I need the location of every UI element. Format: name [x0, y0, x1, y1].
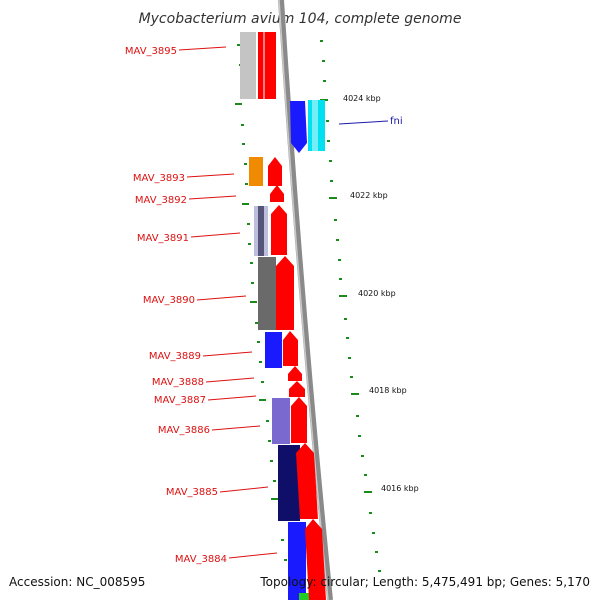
gene-arrow-mav-3895	[258, 32, 276, 99]
gene-block-fni-cyan	[308, 100, 325, 151]
gene-block-bottom-green	[299, 593, 311, 600]
genome-backbone	[278, 0, 333, 600]
gene-label-mav-3891[interactable]: MAV_3891	[137, 233, 189, 244]
gene-label-mav-3885[interactable]: MAV_3885	[166, 487, 218, 498]
gene-label-mav-3888[interactable]: MAV_3888	[152, 377, 204, 388]
gene-label-mav-3889[interactable]: MAV_3889	[149, 351, 201, 362]
coordinate-label-4020: 4020 kbp	[358, 289, 396, 298]
gene-labels: MAV_3895 fni MAV_3893 MAV_3892 MAV_3891 …	[125, 46, 403, 565]
gene-arrow-fni-blue	[290, 101, 307, 153]
gene-label-mav-3890[interactable]: MAV_3890	[143, 295, 195, 306]
coordinate-label-4022: 4022 kbp	[350, 191, 388, 200]
gene-block-mav-3884	[288, 522, 306, 600]
gene-block-mav-3885	[278, 445, 300, 521]
coordinate-labels: 4024 kbp 4022 kbp 4020 kbp 4018 kbp 4016…	[343, 94, 419, 493]
gene-block-mav-3889	[265, 332, 282, 368]
gene-arrow-mav-3892	[270, 185, 284, 202]
gene-arrow-mav-3886	[291, 397, 307, 443]
gene-label-mav-3884[interactable]: MAV_3884	[175, 554, 227, 565]
gene-block-mav-3890	[258, 257, 276, 330]
gene-block-mav-3891-dark	[258, 206, 264, 256]
gene-label-mav-3892[interactable]: MAV_3892	[135, 195, 187, 206]
coordinate-label-4024: 4024 kbp	[343, 94, 381, 103]
coordinate-label-4016: 4016 kbp	[381, 484, 419, 493]
inner-dots	[235, 44, 287, 561]
gene-label-mav-3887[interactable]: MAV_3887	[154, 395, 206, 406]
reverse-strand-genes	[240, 32, 311, 600]
gene-arrow-mav-3885	[296, 443, 318, 519]
forward-strand-genes	[258, 32, 326, 600]
gene-block-mav-3894	[263, 32, 265, 99]
gene-block-fni-highlight	[312, 100, 318, 151]
gene-label-mav-3886[interactable]: MAV_3886	[158, 425, 210, 436]
topology-text: Topology: circular; Length: 5,475,491 bp…	[259, 575, 590, 589]
gene-arrow-mav-3889	[283, 331, 298, 366]
coordinate-label-4018: 4018 kbp	[369, 386, 407, 395]
gene-label-mav-3895[interactable]: MAV_3895	[125, 46, 177, 57]
gene-arrow-mav-3893	[268, 157, 282, 186]
outer-dots	[320, 40, 381, 572]
footer: Accession: NC_008595 Topology: circular;…	[9, 575, 590, 589]
gene-leader-lines	[178, 46, 389, 559]
gene-label-fni[interactable]: fni	[390, 116, 403, 127]
gene-arrow-mav-3890	[276, 256, 294, 330]
gene-block-mav-3893	[249, 157, 263, 186]
gene-arrow-mav-3884	[305, 519, 326, 600]
gene-block-mav-3886	[272, 398, 290, 444]
gene-arrow-mav-3891	[271, 205, 287, 255]
gene-arrow-mav-3888	[288, 366, 302, 381]
gene-label-mav-3893[interactable]: MAV_3893	[133, 173, 185, 184]
gene-arrow-mav-3887	[289, 381, 305, 397]
accession-text: Accession: NC_008595	[9, 575, 145, 589]
genome-title: Mycobacterium avium 104, complete genome	[139, 11, 462, 27]
gene-block-mav-3895	[240, 32, 256, 99]
